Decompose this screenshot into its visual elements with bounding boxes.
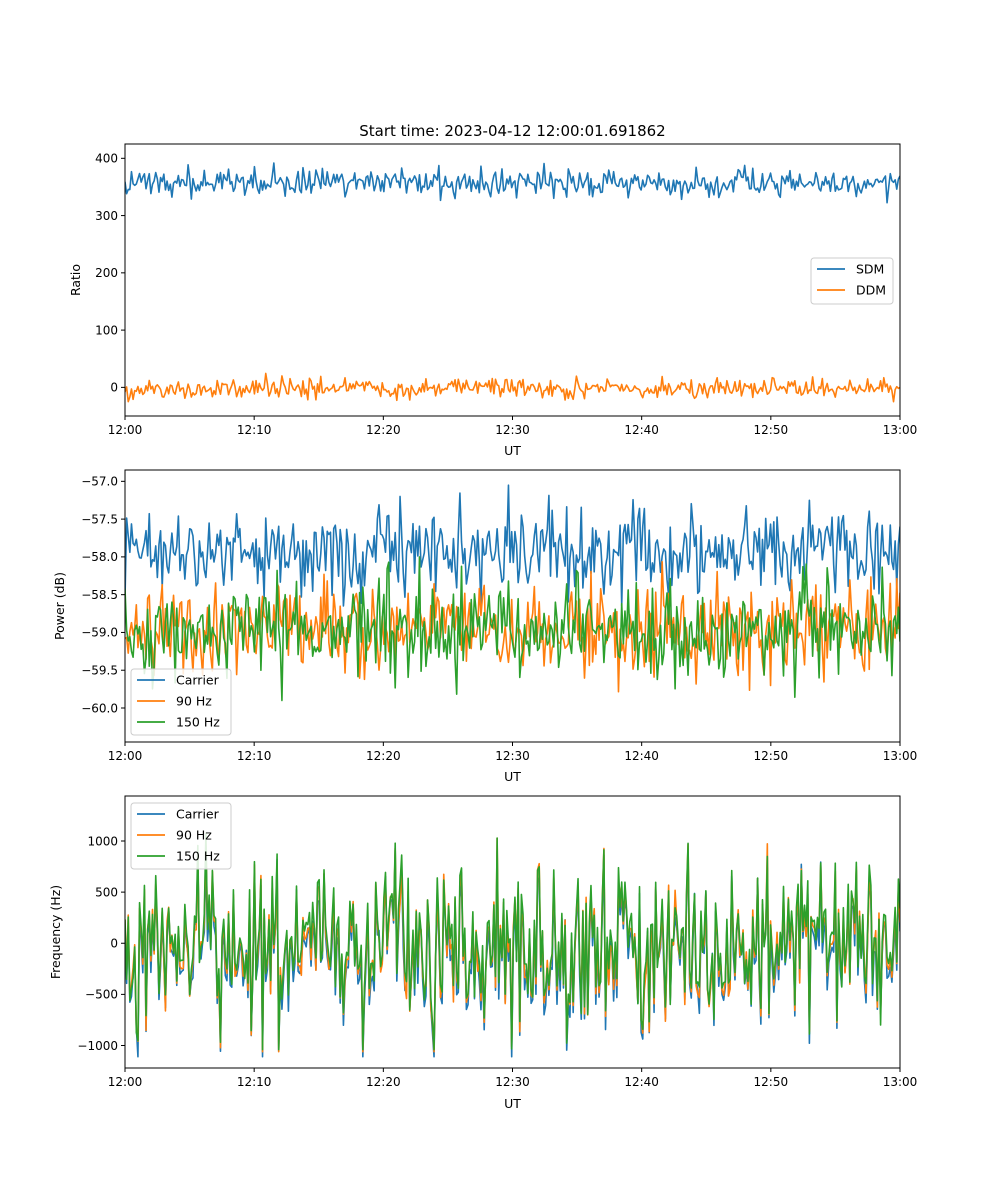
frequency-panel-x-tick-label: 12:50 bbox=[754, 1075, 789, 1089]
ratio-panel-x-tick-label: 12:00 bbox=[108, 423, 143, 437]
frequency-panel-ylabel: Frequency (Hz) bbox=[48, 885, 63, 979]
frequency-panel-legend-label-150-hz: 150 Hz bbox=[176, 849, 220, 864]
frequency-panel: UT Frequency (Hz) 12:00 12:10 12:20 12:30 12… bbox=[48, 795, 918, 1111]
frequency-panel-x-tick-label: 12:10 bbox=[237, 1075, 272, 1089]
power-panel-y-tick-label: −57.0 bbox=[81, 475, 118, 489]
power-panel-x-tick-label: 12:20 bbox=[366, 749, 401, 763]
ratio-panel: UT Ratio 12:00 12:10 12:20 12:30 12:40 12:50 1… bbox=[68, 143, 918, 458]
power-panel-y-tick-label: −58.0 bbox=[81, 550, 118, 564]
frequency-panel-series-line-150-hz bbox=[125, 832, 900, 1051]
frequency-panel-x-tick-label: 12:30 bbox=[495, 1075, 530, 1089]
power-panel-series-line-carrier bbox=[125, 484, 900, 607]
ratio-panel-series-line-sdm bbox=[125, 162, 900, 204]
power-panel-y-tick-label: −60.0 bbox=[81, 701, 118, 715]
ratio-panel-x-tick-label: 12:10 bbox=[237, 423, 272, 437]
power-panel-x-tick-label: 12:30 bbox=[495, 749, 530, 763]
ratio-panel-x-tick-label: 12:50 bbox=[754, 423, 789, 437]
ratio-panel-y-tick-label: 100 bbox=[95, 323, 118, 337]
frequency-panel-x-tick-label: 12:00 bbox=[108, 1075, 143, 1089]
power-panel-y-tick-label: −59.0 bbox=[81, 626, 118, 640]
frequency-panel-x-tick-label: 12:20 bbox=[366, 1075, 401, 1089]
frequency-panel-y-tick-label: 0 bbox=[110, 937, 118, 951]
frequency-panel-y-tick-label: −1000 bbox=[77, 1039, 118, 1053]
frequency-panel-y-tick-label: 500 bbox=[95, 885, 118, 899]
frequency-panel-x-tick-label: 13:00 bbox=[883, 1075, 918, 1089]
power-panel-legend: Carrier 90 Hz 150 Hz bbox=[130, 668, 232, 736]
frequency-panel-x-tick-label: 12:40 bbox=[624, 1075, 659, 1089]
power-panel-x-tick-label: 12:50 bbox=[754, 749, 789, 763]
power-panel-ylabel: Power (dB) bbox=[52, 572, 67, 640]
frequency-panel-xlabel: UT bbox=[504, 1096, 521, 1111]
power-panel-legend-label-carrier: Carrier bbox=[176, 673, 220, 688]
ratio-panel-y-tick-label: 400 bbox=[95, 152, 118, 166]
frequency-panel-legend-label-90-hz: 90 Hz bbox=[176, 828, 212, 843]
frequency-panel-legend-box bbox=[130, 802, 232, 870]
power-panel-legend-label-150-hz: 150 Hz bbox=[176, 715, 220, 730]
ratio-panel-legend-label-ddm: DDM bbox=[856, 283, 886, 298]
ratio-panel-x-tick-label: 12:20 bbox=[366, 423, 401, 437]
power-panel-x-tick-label: 13:00 bbox=[883, 749, 918, 763]
ratio-panel-xlabel: UT bbox=[504, 443, 521, 458]
power-panel-series-line-150-hz bbox=[125, 556, 900, 702]
ratio-panel-y-tick-label: 0 bbox=[110, 381, 118, 395]
frequency-panel-legend: Carrier 90 Hz 150 Hz bbox=[130, 802, 232, 870]
ratio-panel-legend: SDM DDM bbox=[810, 257, 894, 305]
power-panel: UT Power (dB) 12:00 12:10 12:20 12:30 12:40 1… bbox=[52, 469, 918, 784]
frequency-panel-legend-label-carrier: Carrier bbox=[176, 807, 220, 822]
ratio-panel-x-tick-label: 12:30 bbox=[495, 423, 530, 437]
frequency-panel-y-tick-label: 1000 bbox=[87, 834, 118, 848]
frequency-panel-y-tick-label: −500 bbox=[85, 988, 118, 1002]
ratio-panel-y-tick-label: 200 bbox=[95, 266, 118, 280]
ratio-panel-series-line-ddm bbox=[125, 372, 900, 403]
power-panel-legend-box bbox=[130, 668, 232, 736]
power-panel-legend-label-90-hz: 90 Hz bbox=[176, 694, 212, 709]
ratio-panel-x-tick-label: 13:00 bbox=[883, 423, 918, 437]
ratio-panel-legend-label-sdm: SDM bbox=[856, 262, 884, 277]
ratio-panel-ylabel: Ratio bbox=[68, 264, 83, 296]
figure-title: Start time: 2023-04-12 12:00:01.691862 bbox=[359, 122, 665, 140]
power-panel-y-tick-label: −58.5 bbox=[81, 588, 118, 602]
power-panel-x-tick-label: 12:10 bbox=[237, 749, 272, 763]
power-panel-y-tick-label: −57.5 bbox=[81, 512, 118, 526]
power-panel-x-tick-label: 12:00 bbox=[108, 749, 143, 763]
ratio-panel-y-tick-label: 300 bbox=[95, 209, 118, 223]
power-panel-xlabel: UT bbox=[504, 769, 521, 784]
power-panel-x-tick-label: 12:40 bbox=[624, 749, 659, 763]
power-panel-y-tick-label: −59.5 bbox=[81, 664, 118, 678]
ratio-panel-x-tick-label: 12:40 bbox=[624, 423, 659, 437]
